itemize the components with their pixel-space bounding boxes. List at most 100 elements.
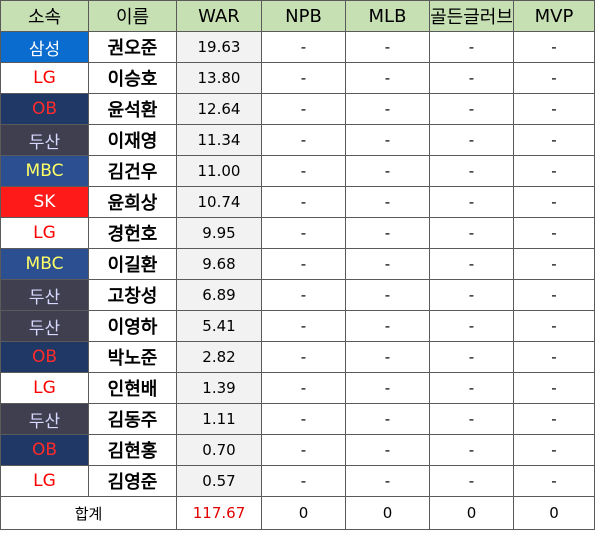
npb-cell[interactable]: - — [261, 248, 346, 280]
war-cell[interactable]: 1.11 — [176, 403, 262, 435]
total-label-cell[interactable]: 합계 — [0, 496, 177, 530]
golden-glove-cell[interactable]: - — [429, 465, 514, 497]
mvp-cell[interactable]: - — [513, 341, 595, 373]
npb-cell[interactable]: - — [261, 186, 346, 218]
war-cell[interactable]: 6.89 — [176, 279, 262, 311]
mvp-cell[interactable]: - — [513, 217, 595, 249]
mlb-cell[interactable]: - — [345, 341, 430, 373]
war-cell[interactable]: 1.39 — [176, 372, 262, 404]
war-cell[interactable]: 9.95 — [176, 217, 262, 249]
mlb-cell[interactable]: - — [345, 434, 430, 466]
golden-glove-cell[interactable]: - — [429, 372, 514, 404]
mlb-cell[interactable]: - — [345, 248, 430, 280]
golden-glove-cell[interactable]: - — [429, 248, 514, 280]
player-name-cell[interactable]: 김동주 — [88, 403, 177, 435]
team-cell[interactable]: MBC — [0, 248, 89, 280]
golden-glove-cell[interactable]: - — [429, 434, 514, 466]
mlb-cell[interactable]: - — [345, 372, 430, 404]
team-cell[interactable]: LG — [0, 372, 89, 404]
team-cell[interactable]: 삼성 — [0, 31, 89, 63]
team-cell[interactable]: 두산 — [0, 403, 89, 435]
header-golden-glove[interactable]: 골든글러브 — [429, 0, 514, 32]
mvp-cell[interactable]: - — [513, 155, 595, 187]
npb-cell[interactable]: - — [261, 403, 346, 435]
npb-cell[interactable]: - — [261, 279, 346, 311]
mlb-cell[interactable]: - — [345, 217, 430, 249]
player-name-cell[interactable]: 김현홍 — [88, 434, 177, 466]
mvp-cell[interactable]: - — [513, 124, 595, 156]
mlb-cell[interactable]: - — [345, 186, 430, 218]
golden-glove-cell[interactable]: - — [429, 186, 514, 218]
war-cell[interactable]: 12.64 — [176, 93, 262, 125]
player-name-cell[interactable]: 윤석환 — [88, 93, 177, 125]
war-cell[interactable]: 0.57 — [176, 465, 262, 497]
total-golden-glove-cell[interactable]: 0 — [429, 496, 514, 530]
mvp-cell[interactable]: - — [513, 465, 595, 497]
npb-cell[interactable]: - — [261, 217, 346, 249]
war-cell[interactable]: 5.41 — [176, 310, 262, 342]
player-name-cell[interactable]: 이승호 — [88, 62, 177, 94]
mlb-cell[interactable]: - — [345, 403, 430, 435]
npb-cell[interactable]: - — [261, 372, 346, 404]
team-cell[interactable]: OB — [0, 93, 89, 125]
team-cell[interactable]: MBC — [0, 155, 89, 187]
war-cell[interactable]: 11.34 — [176, 124, 262, 156]
npb-cell[interactable]: - — [261, 434, 346, 466]
npb-cell[interactable]: - — [261, 124, 346, 156]
mlb-cell[interactable]: - — [345, 310, 430, 342]
header-npb[interactable]: NPB — [261, 0, 346, 32]
team-cell[interactable]: OB — [0, 341, 89, 373]
golden-glove-cell[interactable]: - — [429, 310, 514, 342]
npb-cell[interactable]: - — [261, 341, 346, 373]
player-name-cell[interactable]: 이재영 — [88, 124, 177, 156]
golden-glove-cell[interactable]: - — [429, 341, 514, 373]
war-cell[interactable]: 9.68 — [176, 248, 262, 280]
team-cell[interactable]: OB — [0, 434, 89, 466]
npb-cell[interactable]: - — [261, 155, 346, 187]
player-name-cell[interactable]: 박노준 — [88, 341, 177, 373]
team-cell[interactable]: 두산 — [0, 310, 89, 342]
mvp-cell[interactable]: - — [513, 186, 595, 218]
mvp-cell[interactable]: - — [513, 93, 595, 125]
war-cell[interactable]: 19.63 — [176, 31, 262, 63]
npb-cell[interactable]: - — [261, 62, 346, 94]
golden-glove-cell[interactable]: - — [429, 155, 514, 187]
total-war-cell[interactable]: 117.67 — [176, 496, 262, 530]
player-name-cell[interactable]: 김건우 — [88, 155, 177, 187]
npb-cell[interactable]: - — [261, 310, 346, 342]
team-cell[interactable]: SK — [0, 186, 89, 218]
mvp-cell[interactable]: - — [513, 310, 595, 342]
team-cell[interactable]: LG — [0, 62, 89, 94]
mvp-cell[interactable]: - — [513, 279, 595, 311]
golden-glove-cell[interactable]: - — [429, 217, 514, 249]
war-cell[interactable]: 0.70 — [176, 434, 262, 466]
header-war[interactable]: WAR — [176, 0, 262, 32]
npb-cell[interactable]: - — [261, 93, 346, 125]
golden-glove-cell[interactable]: - — [429, 403, 514, 435]
golden-glove-cell[interactable]: - — [429, 93, 514, 125]
mlb-cell[interactable]: - — [345, 31, 430, 63]
war-cell[interactable]: 11.00 — [176, 155, 262, 187]
mlb-cell[interactable]: - — [345, 124, 430, 156]
mvp-cell[interactable]: - — [513, 62, 595, 94]
mlb-cell[interactable]: - — [345, 155, 430, 187]
mlb-cell[interactable]: - — [345, 93, 430, 125]
team-cell[interactable]: LG — [0, 465, 89, 497]
mvp-cell[interactable]: - — [513, 434, 595, 466]
total-mlb-cell[interactable]: 0 — [345, 496, 430, 530]
golden-glove-cell[interactable]: - — [429, 62, 514, 94]
team-cell[interactable]: 두산 — [0, 279, 89, 311]
golden-glove-cell[interactable]: - — [429, 124, 514, 156]
header-name[interactable]: 이름 — [88, 0, 177, 32]
player-name-cell[interactable]: 경헌호 — [88, 217, 177, 249]
header-mlb[interactable]: MLB — [345, 0, 430, 32]
npb-cell[interactable]: - — [261, 31, 346, 63]
team-cell[interactable]: 두산 — [0, 124, 89, 156]
mvp-cell[interactable]: - — [513, 248, 595, 280]
mlb-cell[interactable]: - — [345, 62, 430, 94]
golden-glove-cell[interactable]: - — [429, 279, 514, 311]
war-cell[interactable]: 13.80 — [176, 62, 262, 94]
golden-glove-cell[interactable]: - — [429, 31, 514, 63]
mvp-cell[interactable]: - — [513, 403, 595, 435]
player-name-cell[interactable]: 권오준 — [88, 31, 177, 63]
